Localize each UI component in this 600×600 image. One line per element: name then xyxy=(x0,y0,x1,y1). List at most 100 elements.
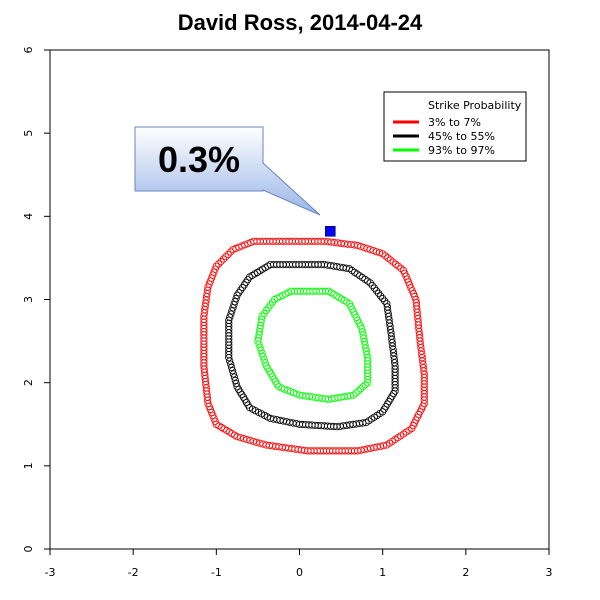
contour-point xyxy=(286,387,295,396)
contour-point xyxy=(354,241,362,249)
contour-point xyxy=(229,304,237,312)
contour-point xyxy=(227,310,235,318)
y-tick-label: 1 xyxy=(22,462,35,469)
y-tick-label: 0 xyxy=(22,546,35,553)
chart-title: David Ross, 2014-04-24 xyxy=(178,10,423,35)
contour-point xyxy=(417,344,425,352)
x-axis: -3 -2 -1 0 1 2 3 xyxy=(45,549,553,579)
contour-point xyxy=(244,240,252,248)
contour-point xyxy=(232,379,240,388)
contour-point xyxy=(366,246,374,254)
contour-point xyxy=(261,359,269,367)
contour-point xyxy=(376,292,385,300)
contour-point xyxy=(269,415,278,423)
callout-box xyxy=(134,126,321,216)
contour-point xyxy=(283,386,292,394)
contour-point xyxy=(230,301,238,309)
contour-point xyxy=(321,287,330,295)
x-tick-label: -1 xyxy=(211,566,222,579)
contour-series xyxy=(254,287,372,403)
contour-point xyxy=(262,362,270,370)
contour-point xyxy=(384,254,392,262)
x-tick-label: 2 xyxy=(462,566,469,579)
contour-point xyxy=(249,437,257,445)
contour-point xyxy=(372,287,380,295)
contour-point xyxy=(231,297,239,306)
contour-point xyxy=(226,313,234,321)
contour-point xyxy=(259,353,267,361)
pitch-layer xyxy=(325,226,336,237)
contour-point xyxy=(369,247,377,255)
contour-point xyxy=(224,250,232,258)
contour-point xyxy=(366,279,374,287)
contour-point xyxy=(284,288,292,297)
contour-point xyxy=(361,381,369,389)
contour-point xyxy=(406,281,414,289)
contour-point xyxy=(212,262,220,270)
contour-point xyxy=(219,255,228,263)
contour-series xyxy=(200,237,428,455)
contour-point xyxy=(262,441,270,449)
contour-point xyxy=(357,242,365,251)
contour-point xyxy=(232,244,240,252)
contour-point xyxy=(233,383,241,391)
contour-point xyxy=(257,315,266,323)
contour-point xyxy=(206,277,214,285)
contour-point xyxy=(368,281,376,290)
contour-point xyxy=(257,346,265,354)
contour-point xyxy=(289,389,298,397)
contour-point xyxy=(259,440,267,448)
contour-point xyxy=(397,264,405,272)
y-tick-label: 4 xyxy=(22,213,35,220)
contour-point xyxy=(256,439,264,447)
contour-point xyxy=(210,268,218,276)
legend: Strike Probability 3% to 7% 45% to 55% 9… xyxy=(383,91,527,162)
contour-point xyxy=(381,252,389,260)
contour-point xyxy=(232,294,240,303)
x-tick-label: -3 xyxy=(45,566,56,579)
x-tick-label: 3 xyxy=(546,566,553,579)
y-tick-label: 6 xyxy=(22,47,35,54)
contour-point xyxy=(359,383,367,391)
contour-point xyxy=(256,343,264,351)
contour-point xyxy=(379,294,387,303)
legend-label: 3% to 7% xyxy=(428,116,481,129)
contour-point xyxy=(228,367,237,375)
contour-series xyxy=(225,260,399,431)
contour-point xyxy=(247,238,255,247)
contour-point xyxy=(372,248,380,256)
contour-point xyxy=(379,250,387,258)
contour-point xyxy=(419,364,427,372)
contour-point xyxy=(258,349,266,358)
contour-point xyxy=(229,370,237,378)
contour-point xyxy=(212,420,220,428)
contour-point xyxy=(363,245,371,253)
contour-point xyxy=(217,257,225,266)
contour-point xyxy=(278,384,286,392)
callout: 0.3% xyxy=(134,126,321,216)
contour-point xyxy=(264,262,272,270)
contour-point xyxy=(260,356,268,364)
contour-point xyxy=(389,258,397,266)
contour-point xyxy=(246,436,254,444)
contour-point xyxy=(240,434,248,443)
contour-point xyxy=(208,274,216,282)
pitch-marker xyxy=(325,226,336,237)
legend-label: 45% to 55% xyxy=(428,130,495,143)
contour-point xyxy=(236,433,244,442)
contour-point xyxy=(228,363,236,371)
legend-label: 93% to 97% xyxy=(428,144,495,157)
y-tick-label: 5 xyxy=(22,130,35,137)
contour-point xyxy=(386,256,395,264)
contour-point xyxy=(360,243,368,252)
contour-point xyxy=(252,438,261,446)
contour-point xyxy=(222,253,230,261)
contour-point xyxy=(227,248,235,256)
x-tick-label: 1 xyxy=(379,566,386,579)
contour-point xyxy=(215,260,223,268)
probability-contours xyxy=(200,237,428,455)
contour-point xyxy=(391,384,399,392)
contour-point xyxy=(375,249,384,257)
contour-point xyxy=(374,289,383,297)
